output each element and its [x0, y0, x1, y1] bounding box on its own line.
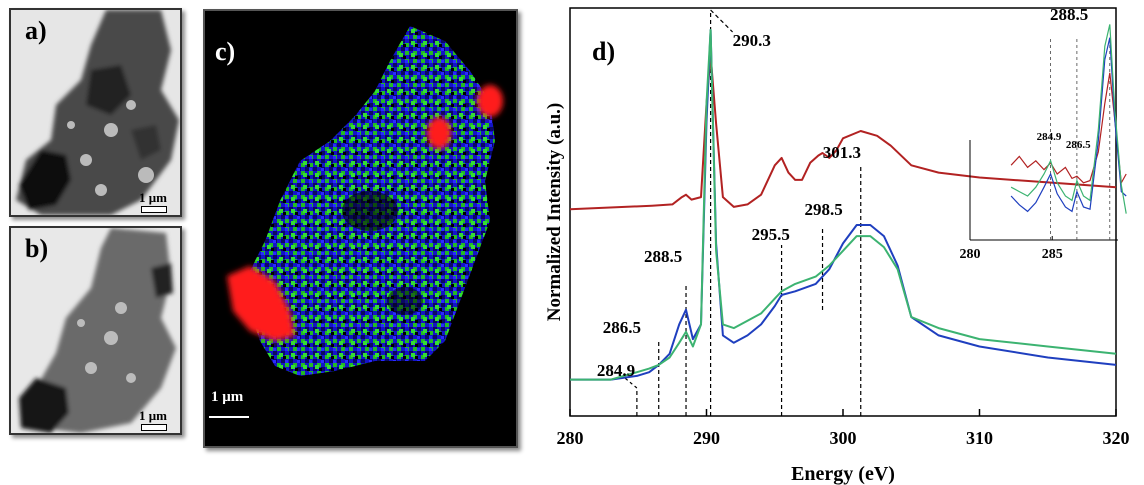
x-tick-label: 310	[966, 428, 993, 448]
peak-annotation: 298.5	[805, 200, 843, 219]
spectrum-line-2	[570, 29, 1117, 381]
inset-annotation: 286.5	[1066, 139, 1091, 151]
inset-plot: 280 285 284.9 286.5	[960, 24, 1127, 262]
x-axis-ticks: 280 290 300 310 320	[557, 409, 1130, 448]
micrograph-b-image	[11, 228, 180, 433]
peak-annotation-inset-top: 288.5	[1050, 5, 1088, 24]
inset-tick-label: 280	[960, 247, 981, 262]
composite-map-image	[205, 11, 516, 446]
peak-annotation: 295.5	[752, 225, 790, 244]
spectra-series	[569, 29, 1117, 381]
inset-line-3	[1010, 24, 1127, 214]
scale-bar-label-b: 1 μm	[139, 408, 167, 423]
x-axis-label: Energy (eV)	[791, 463, 895, 485]
panel-b-label: b)	[25, 234, 49, 263]
peak-annotation: 301.3	[823, 143, 861, 162]
spectrum-line-1	[569, 54, 1117, 211]
inset-annotation: 284.9	[1037, 131, 1062, 143]
spectrum-line-3	[570, 29, 1117, 381]
leader-line-284	[624, 377, 638, 389]
panel-c-label: c)	[215, 37, 236, 66]
xanes-spectra-chart: d) 280 290 300 310 320 Energy (eV) Normalize…	[544, 5, 1130, 485]
peak-annotation: 290.3	[733, 31, 771, 50]
inset-tick-label: 285	[1042, 247, 1063, 262]
x-tick-label: 290	[693, 428, 720, 448]
panel-a-label: a)	[25, 16, 47, 45]
peak-annotation: 286.5	[603, 318, 641, 337]
micrograph-a-image	[11, 10, 180, 215]
x-tick-label: 280	[557, 428, 584, 448]
peak-annotation: 288.5	[644, 247, 682, 266]
scale-bar-a	[141, 206, 167, 213]
x-tick-label: 300	[830, 428, 857, 448]
x-tick-label: 320	[1103, 428, 1130, 448]
inset-line-1	[1010, 72, 1127, 185]
scale-bar-label-c: 1 μm	[211, 389, 244, 405]
panel-c-composite-map: c) 1 μm	[203, 9, 518, 448]
leader-line-290	[710, 9, 734, 33]
peak-annotations: 284.9 286.5 288.5 290.3 295.5 298.5 301.3 288.5	[597, 5, 1088, 380]
panel-b-micrograph: b) 1 μm	[9, 226, 182, 435]
scale-bar-b	[141, 424, 167, 431]
peak-marker-lines	[624, 9, 862, 416]
panel-a-micrograph: a) 1 μm	[9, 8, 182, 217]
inset-line-2	[1010, 37, 1127, 213]
y-axis-label: Normalized Intensity (a.u.)	[544, 103, 565, 321]
scale-bar-label-a: 1 μm	[139, 190, 167, 205]
panel-d-label: d)	[592, 37, 615, 66]
peak-annotation: 284.9	[597, 361, 635, 380]
